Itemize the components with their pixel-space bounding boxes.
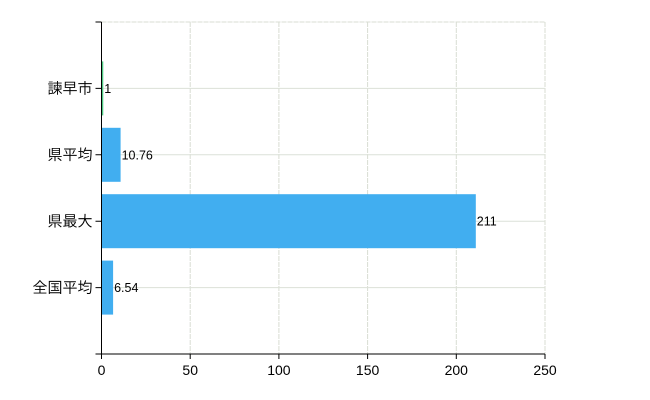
svg-text:211: 211 <box>477 215 497 229</box>
svg-text:1: 1 <box>104 82 111 96</box>
svg-text:250: 250 <box>533 362 557 378</box>
svg-text:0: 0 <box>98 362 106 378</box>
svg-text:10.76: 10.76 <box>122 148 153 162</box>
svg-text:200: 200 <box>445 362 469 378</box>
svg-text:150: 150 <box>356 362 380 378</box>
svg-text:50: 50 <box>182 362 198 378</box>
svg-text:100: 100 <box>267 362 291 378</box>
svg-text:6.54: 6.54 <box>114 281 138 295</box>
